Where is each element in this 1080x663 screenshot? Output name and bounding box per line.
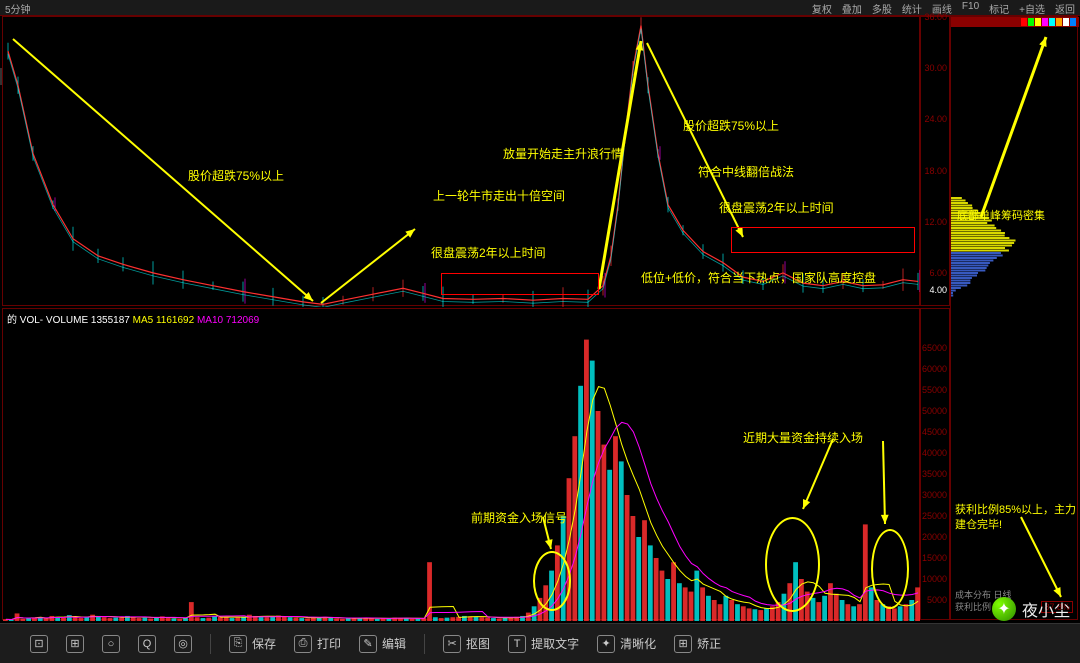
price-annotation: 股价超跌75%以上 [683,117,779,134]
toolbar-button[interactable]: ○ [102,635,120,653]
toolbar-label: 打印 [317,635,341,652]
menu-tab[interactable]: 返回 [1050,0,1080,15]
volume-tick: 40000 [922,448,947,458]
vol-legend-ma5: MA5 1161692 [133,315,195,326]
toolbar-button[interactable]: ⊡ [30,635,48,653]
toolbar-label: 编辑 [382,635,406,652]
menu-tab[interactable]: 统计 [897,0,927,15]
volume-tick: 10000 [922,574,947,584]
menu-tab[interactable]: 多股 [867,0,897,15]
volume-annotation: 近期大量资金持续入场 [743,429,863,446]
toolbar-icon: ⊞ [66,635,84,653]
toolbar-button[interactable]: ⊞ [66,635,84,653]
price-tick: 18.00 [924,166,947,176]
toolbar-icon: ⎘ [229,635,247,653]
volume-tick: 30000 [922,490,947,500]
side-anno-top: 底部单峰筹码密集 [957,209,1045,224]
toolbar-icon: ⊞ [674,635,692,653]
toolbar-divider [424,634,425,654]
menu-tab[interactable]: 标记 [984,0,1014,15]
price-annotation: 放量开始走主升浪行情 [503,145,623,162]
toolbar-button[interactable]: Q [138,635,156,653]
highlight-box [731,227,915,253]
side-sub2: 获利比例 [955,600,991,613]
watermark: ✦ 夜小尘 [992,597,1070,621]
menu-tab[interactable]: +自选 [1014,0,1050,15]
toolbar-button[interactable]: ✦ 清晰化 [597,635,656,653]
toolbar-button[interactable]: ✂ 抠图 [443,635,490,653]
price-annotation: 上一轮牛市走出十倍空间 [433,187,565,204]
price-annotation: 很盘震荡2年以上时间 [431,244,546,261]
side-anno-bottom: 获利比例85%以上，主力 建仓完毕! [955,503,1076,534]
toolbar-button[interactable]: T 提取文字 [508,635,579,653]
watermark-name: 夜小尘 [1022,597,1070,621]
toolbar-button[interactable]: ⎙ 打印 [294,635,341,653]
toolbar-icon: Q [138,635,156,653]
vol-legend-ma10: MA10 712069 [197,315,259,326]
toolbar-icon: ⎙ [294,635,312,653]
price-tick: 12.00 [924,217,947,227]
volume-chart: 的 VOL- VOLUME 1355187 MA5 1161692 MA10 7… [2,308,920,620]
highlight-ellipse [871,529,909,609]
toolbar-button[interactable]: ◎ [174,635,192,653]
volume-axis: 65000 60000 55000 50000 45000 40000 35000 30000… [920,308,950,620]
timeframe-tab[interactable]: 5分钟 [0,0,41,17]
volume-legend: 的 VOL- VOLUME 1355187 MA5 1161692 MA10 7… [7,311,259,326]
volume-tick: 65000 [922,343,947,353]
toolbar-label: 提取文字 [531,635,579,652]
volume-tick: 35000 [922,469,947,479]
toolbar-label: 清晰化 [620,635,656,652]
toolbar-button[interactable]: ✎ 编辑 [359,635,406,653]
volume-tick: 20000 [922,532,947,542]
toolbar-label: 抠图 [466,635,490,652]
price-tick: 36.00 [924,12,947,22]
menu-tab[interactable]: 复权 [807,0,837,15]
toolbar-icon: ✎ [359,635,377,653]
toolbar-icon: ○ [102,635,120,653]
volume-annotation: 前期资金入场信号 [471,509,567,526]
highlight-ellipse [533,551,571,611]
toolbar-icon: ✦ [597,635,615,653]
toolbar-divider [210,634,211,654]
vol-legend-vol: VOLUME 1355187 [46,315,130,326]
highlight-box [441,273,599,295]
volume-tick: 55000 [922,385,947,395]
menu-tab[interactable]: F10 [957,0,984,15]
toolbar-label: 保存 [252,635,276,652]
tabs-left: 5分钟15分钟30分钟60分钟日线周线月线10分钟45日线季线年线5秒15秒多周… [0,0,41,15]
vol-legend-prefix: 的 VOL- [7,315,43,326]
toolbar-label: 矫正 [697,635,721,652]
toolbar-icon: T [508,635,526,653]
toolbar-icon: ✂ [443,635,461,653]
toolbar-button[interactable]: ⎘ 保存 [229,635,276,653]
toolbar-icon: ◎ [174,635,192,653]
price-tick-current: 4.00 [929,285,947,295]
price-tick: 24.00 [924,114,947,124]
price-annotation: 低位+低价，符合当下热点，国家队高度控盘 [641,269,876,286]
volume-tick: 50000 [922,406,947,416]
bottom-toolbar: ⊡ ⊞ ○ Q ◎ ⎘ 保存 ⎙ 打印 ✎ 编辑 ✂ 抠图 T 提取文字 ✦ 清晰化 ⊞ 矫正 [0,623,1080,663]
volume-tick: 60000 [922,364,947,374]
toolbar-icon: ⊡ [30,635,48,653]
side-panel: 底部单峰筹码密集 获利比例85%以上，主力 建仓完毕! 成本分布 日线 获利比例… [950,16,1078,620]
highlight-ellipse [765,517,820,612]
wechat-icon: ✦ [992,597,1016,621]
price-axis: 36.0030.0024.0018.0012.006.004.00 [920,16,950,306]
price-annotation: 很盘震荡2年以上时间 [719,199,834,216]
menu-tab[interactable]: 叠加 [837,0,867,15]
timeframe-tabs: 5分钟15分钟30分钟60分钟日线周线月线10分钟45日线季线年线5秒15秒多周… [0,0,1080,16]
volume-tick: 45000 [922,427,947,437]
price-annotation: 股价超跌75%以上 [188,167,284,184]
price-annotation: 符合中线翻倍战法 [698,163,794,180]
price-tick: 30.00 [924,63,947,73]
volume-tick: 5000 [927,595,947,605]
price-chart: ←2.31 股价超跌75%以上上一轮牛市走出十倍空间放量开始走主升浪行情股价超跌… [2,16,920,306]
price-tick: 6.00 [929,268,947,278]
volume-tick: 15000 [922,553,947,563]
volume-tick: 25000 [922,511,947,521]
toolbar-button[interactable]: ⊞ 矫正 [674,635,721,653]
